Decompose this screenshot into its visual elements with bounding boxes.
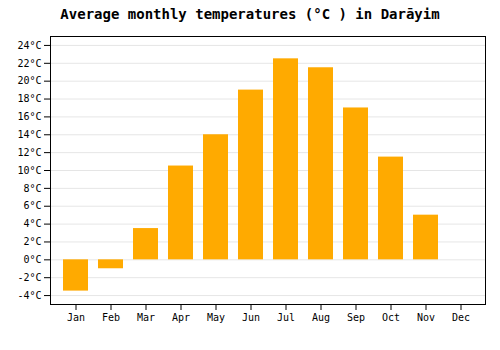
svg-text:22°C: 22°C xyxy=(17,58,41,69)
svg-text:12°C: 12°C xyxy=(17,147,41,158)
svg-text:Jun: Jun xyxy=(242,312,260,323)
svg-text:Jan: Jan xyxy=(67,312,85,323)
svg-text:18°C: 18°C xyxy=(17,93,41,104)
svg-text:14°C: 14°C xyxy=(17,129,41,140)
svg-text:6°C: 6°C xyxy=(23,200,41,211)
svg-text:2°C: 2°C xyxy=(23,236,41,247)
svg-text:4°C: 4°C xyxy=(23,218,41,229)
svg-text:Oct: Oct xyxy=(382,312,400,323)
svg-text:Dec: Dec xyxy=(452,312,470,323)
svg-text:-4°C: -4°C xyxy=(17,290,41,301)
svg-text:0°C: 0°C xyxy=(23,254,41,265)
svg-text:10°C: 10°C xyxy=(17,165,41,176)
svg-text:16°C: 16°C xyxy=(17,111,41,122)
svg-text:Nov: Nov xyxy=(417,312,435,323)
svg-text:Apr: Apr xyxy=(172,312,190,323)
svg-text:24°C: 24°C xyxy=(17,40,41,51)
svg-text:Sep: Sep xyxy=(347,312,365,323)
html-text:Average monthly temperatures (: Average monthly temperatures (°C ) in Da… xyxy=(60,6,440,22)
svg-text:20°C: 20°C xyxy=(17,75,41,86)
svg-text:Feb: Feb xyxy=(102,312,120,323)
svg-text:Mar: Mar xyxy=(137,312,155,323)
svg-text:Jul: Jul xyxy=(277,312,295,323)
svg-text:May: May xyxy=(207,312,225,323)
svg-text:8°C: 8°C xyxy=(23,183,41,194)
svg-text:Aug: Aug xyxy=(312,312,330,323)
svg-text:-2°C: -2°C xyxy=(17,272,41,283)
